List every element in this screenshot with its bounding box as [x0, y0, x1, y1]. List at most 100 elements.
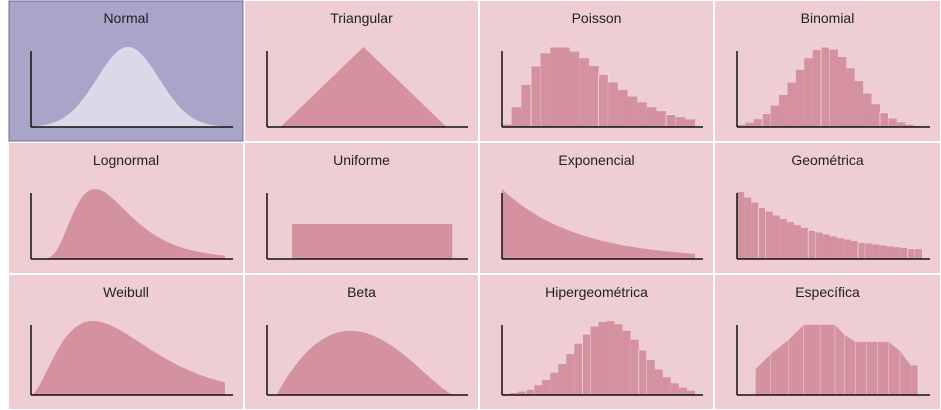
distribution-bar [910, 365, 918, 395]
distribution-bar [530, 65, 542, 128]
distribution-bar [675, 117, 686, 127]
distribution-bar [803, 324, 821, 396]
distribution-tile[interactable]: Hipergeométrica [480, 275, 713, 409]
distribution-bar [765, 211, 773, 259]
tile-title: Geométrica [791, 152, 864, 168]
tile-title: Poisson [572, 10, 622, 26]
distribution-bar [590, 326, 599, 395]
distribution-bar [843, 239, 851, 259]
distribution-tile[interactable]: Binomial [715, 1, 940, 141]
tile-title: Exponencial [558, 152, 634, 168]
distribution-shape [31, 321, 225, 395]
distribution-bar [646, 360, 655, 395]
distribution-bar [656, 111, 667, 127]
distribution-bar [550, 372, 559, 395]
distribution-tile[interactable]: Poisson [480, 1, 713, 141]
distribution-bar [654, 369, 663, 395]
distribution-bar [757, 206, 766, 260]
distribution-bar [751, 202, 759, 259]
distribution-bar [815, 232, 823, 259]
distribution-bar [753, 119, 763, 127]
distribution-bar [744, 197, 752, 259]
distribution-bar [914, 249, 922, 259]
distribution-bar [787, 82, 796, 127]
distribution-tile[interactable]: Exponencial [480, 143, 713, 273]
distribution-bar [685, 119, 696, 127]
tile-title: Uniforme [333, 152, 390, 168]
distribution-bar [525, 388, 535, 396]
distribution-bar [896, 122, 906, 127]
distribution-bar [770, 105, 779, 127]
distribution-bar [857, 241, 866, 260]
distribution-bar [863, 93, 872, 127]
distribution-bar [829, 236, 837, 259]
distribution-bar [745, 122, 754, 127]
distribution-shape [31, 189, 225, 259]
distribution-bar [877, 341, 889, 396]
distribution-bar [834, 323, 845, 396]
distribution-tile[interactable]: Específica [715, 275, 940, 409]
distribution-bar [900, 247, 908, 259]
distribution-bar [665, 114, 677, 128]
distribution-bar [836, 238, 844, 259]
distribution-bar [502, 124, 512, 127]
distribution-bar [558, 364, 567, 395]
distribution-bar [588, 66, 599, 127]
distribution-bar [837, 57, 847, 127]
distribution-bar [662, 377, 671, 395]
distribution-tile[interactable]: Weibull [9, 275, 243, 409]
distribution-bar [737, 192, 745, 259]
distribution-shape [280, 47, 447, 127]
distribution-bar [772, 215, 780, 259]
distribution-bar [566, 354, 575, 395]
distribution-bar [866, 341, 878, 396]
distribution-bar [638, 349, 648, 396]
distribution-bar [855, 341, 867, 396]
tile-title: Lognormal [93, 152, 159, 168]
distribution-bar [622, 330, 631, 395]
distribution-bar [786, 222, 794, 259]
distribution-bar [872, 244, 880, 259]
distribution-bar [888, 341, 901, 396]
distribution-bar [534, 385, 543, 395]
distribution-tile[interactable]: Lognormal [9, 143, 243, 273]
distribution-bar [795, 69, 805, 127]
distribution-bar [617, 89, 628, 127]
distribution-bar [550, 47, 560, 127]
distribution-bar [871, 104, 880, 127]
distribution-shape [502, 189, 695, 259]
distribution-bar [627, 96, 638, 127]
tile-title: Hipergeométrica [545, 284, 648, 300]
distribution-bar [582, 333, 591, 396]
distribution-bar [637, 102, 647, 127]
distribution-bar [854, 81, 864, 127]
distribution-bar [822, 234, 830, 259]
distribution-shape [267, 330, 460, 395]
distribution-bar [521, 84, 531, 127]
distribution-bar [779, 95, 788, 127]
distribution-tile[interactable]: Normal [8, 0, 244, 142]
distribution-shape [292, 224, 453, 259]
distribution-bar [801, 227, 809, 259]
tile-title: Triangular [330, 10, 393, 26]
distribution-bar [598, 74, 609, 128]
distribution-tile[interactable]: Geométrica [715, 143, 940, 273]
distribution-bar [807, 229, 816, 260]
distribution-tile[interactable]: Triangular [245, 1, 478, 141]
distribution-bar [844, 333, 856, 396]
distribution-tile[interactable]: Beta [245, 275, 478, 409]
distribution-bar [888, 118, 897, 127]
distribution-bar [812, 50, 822, 127]
distribution-bar [511, 107, 522, 127]
distribution-bar [804, 58, 813, 127]
distribution-tile[interactable]: Uniforme [245, 143, 478, 273]
distribution-bar [510, 393, 518, 395]
tile-title: Weibull [103, 284, 149, 300]
distribution-bar [559, 47, 570, 127]
distribution-bar [670, 383, 679, 395]
distribution-bar [737, 124, 746, 127]
tile-title: Normal [103, 10, 148, 26]
distribution-bar [678, 387, 687, 395]
distribution-bar [542, 379, 551, 395]
